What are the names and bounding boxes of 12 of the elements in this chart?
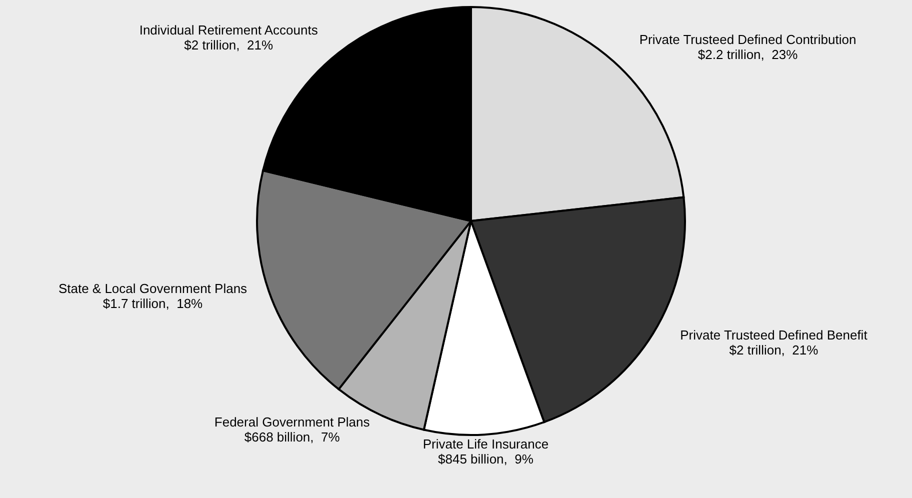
data-label: $845 billion, 9% bbox=[438, 452, 534, 467]
data-label: $1.7 trillion, 18% bbox=[102, 296, 204, 311]
data-label: $668 billion, 7% bbox=[244, 429, 340, 444]
data-label: $2.2 trillion, 23% bbox=[698, 47, 798, 62]
slice-label: Federal Government Plans bbox=[214, 414, 370, 430]
slice-label: Private Trusteed Defined Benefit bbox=[680, 327, 868, 342]
data-label: $2 trillion, 21% bbox=[184, 38, 274, 53]
slice-label: Private Trusteed Defined Contribution bbox=[639, 32, 856, 48]
data-label: $2 trillion, 21% bbox=[729, 342, 819, 358]
slice-label: State & Local Government Plans bbox=[58, 280, 248, 296]
slice-label: Individual Retirement Accounts bbox=[139, 22, 318, 38]
slice-label: Private Life Insurance bbox=[422, 436, 549, 452]
